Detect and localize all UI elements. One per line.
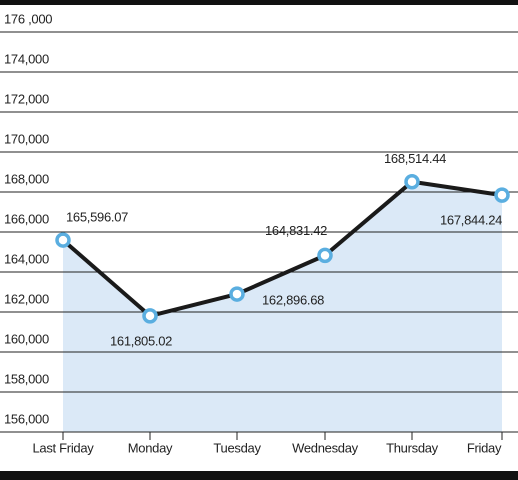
x-tick-label: Thursday [386,440,439,455]
x-tick-label: Monday [128,440,173,455]
data-label: 162,896.68 [262,293,324,308]
area [63,181,502,432]
point [404,173,420,190]
point [142,308,158,324]
point [55,232,71,248]
data-label: 164,831.42 [265,223,327,238]
line [61,179,503,318]
bottom-bar [0,471,518,480]
x-tick-label: Tuesday [213,440,261,455]
data-label: 167,844.24 [440,213,502,228]
point [317,247,333,264]
y-tick-label: 168,000 [4,171,49,186]
y-tick-label: 166,000 [4,211,49,226]
y-tick-label: 170,000 [4,131,49,146]
point [494,187,510,203]
data-label: 165,596.07 [66,210,128,225]
data-label: 161,805.02 [110,333,172,348]
y-tick-label: 156,000 [4,411,49,426]
y-tick-label: 176 ,000 [4,11,52,26]
y-tick-label: 172,000 [4,91,49,106]
point [229,286,245,302]
y-tick-label: 160,000 [4,331,49,346]
y-tick-label: 162,000 [4,291,49,306]
x-tick-label: Friday [467,440,502,455]
x-tick-label: Wednesday [292,440,359,455]
y-tick-label: 158,000 [4,371,49,386]
y-tick-label: 174,000 [4,51,49,66]
top-bar [0,0,518,5]
data-label: 168,514.44 [384,151,446,166]
x-tick-label: Last Friday [32,440,94,455]
y-tick-label: 164,000 [4,251,49,266]
